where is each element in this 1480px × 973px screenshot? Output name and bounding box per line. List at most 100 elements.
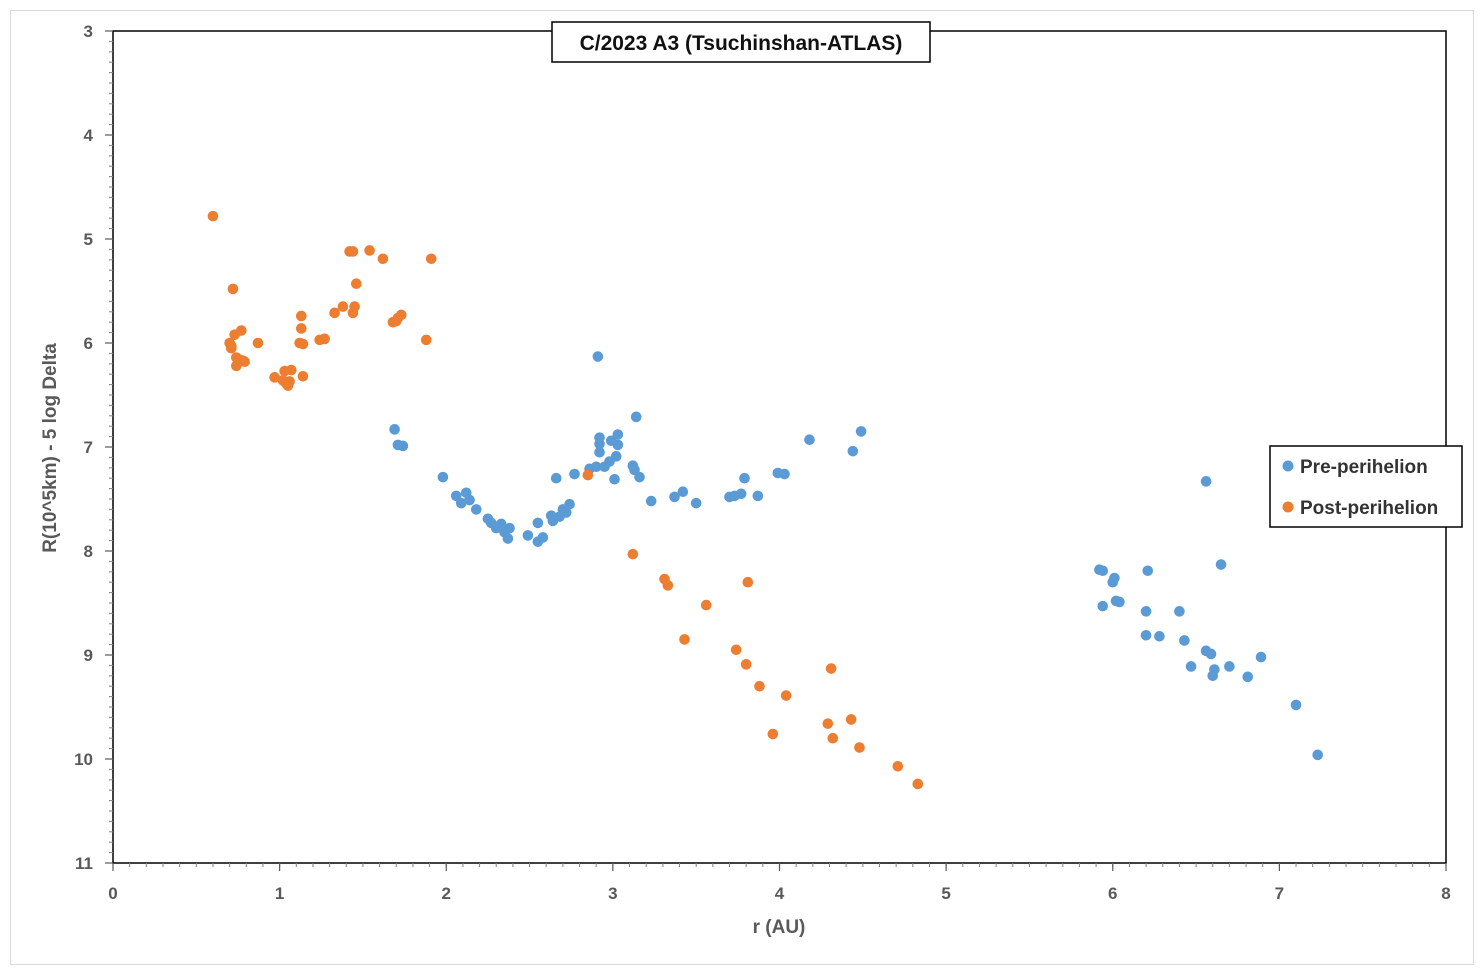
pre-perihelion-point	[504, 522, 515, 534]
pre-perihelion-point	[609, 473, 620, 485]
legend: Pre-perihelion Post-perihelion	[1269, 445, 1463, 528]
pre-perihelion-point	[569, 468, 580, 480]
pre-perihelion-point	[1185, 661, 1197, 672]
pre-perihelion-point	[594, 446, 605, 458]
pre-perihelion-point	[1114, 596, 1125, 608]
post-perihelion-point	[297, 370, 309, 382]
post-perihelion-point	[329, 307, 340, 319]
post-perihelion-point	[780, 690, 792, 701]
post-perihelion-point	[295, 323, 307, 334]
pre-perihelion-point	[550, 472, 562, 484]
pre-perihelion-point	[537, 532, 549, 543]
pre-perihelion-point	[1174, 606, 1185, 617]
post-perihelion-point	[295, 310, 307, 322]
x-tick-label: 6	[1108, 884, 1117, 903]
post-perihelion-point	[825, 663, 837, 674]
y-tick-label: 5	[84, 230, 93, 249]
pre-perihelion-point	[690, 497, 702, 509]
pre-perihelion-point	[1255, 651, 1267, 663]
pre-perihelion-point	[1290, 699, 1302, 711]
pre-perihelion-point	[522, 530, 534, 541]
post-perihelion-point	[395, 309, 407, 321]
post-perihelion-point	[662, 580, 674, 591]
pre-perihelion-point	[1224, 661, 1235, 672]
legend-marker-pre	[1282, 460, 1294, 472]
post-perihelion-point	[236, 325, 247, 336]
post-perihelion-point	[350, 278, 362, 290]
y-tick-label: 3	[84, 22, 93, 41]
post-perihelion-point	[425, 253, 437, 265]
post-perihelion-point	[349, 301, 360, 312]
pre-perihelion-point	[1242, 671, 1254, 683]
data-points	[207, 210, 1323, 790]
pre-perihelion-point	[804, 434, 815, 446]
y-tick-label: 9	[84, 646, 93, 665]
pre-perihelion-point	[1142, 565, 1154, 577]
pre-perihelion-point	[1140, 606, 1152, 617]
x-tick-label: 1	[275, 884, 284, 903]
post-perihelion-point	[297, 338, 309, 350]
pre-perihelion-point	[645, 495, 657, 507]
x-tick-label: 8	[1441, 884, 1450, 903]
post-perihelion-point	[284, 376, 295, 387]
pre-perihelion-point	[464, 494, 475, 506]
pre-perihelion-point	[590, 461, 602, 473]
pre-perihelion-point	[389, 424, 400, 435]
pre-perihelion-point	[1154, 630, 1165, 642]
post-perihelion-point	[207, 210, 219, 222]
pre-perihelion-point	[612, 429, 624, 440]
y-tick-label: 7	[84, 438, 93, 457]
post-perihelion-point	[827, 732, 839, 744]
pre-perihelion-point	[735, 488, 747, 500]
pre-perihelion-point	[612, 439, 624, 451]
post-perihelion-point	[377, 253, 389, 265]
pre-perihelion-point	[634, 471, 645, 483]
pre-perihelion-point	[594, 438, 605, 450]
y-axis-title: R(10^5km) - 5 log Delta	[40, 343, 61, 553]
pre-perihelion-point	[1109, 572, 1120, 584]
x-tick-label: 3	[608, 884, 617, 903]
legend-marker-post	[1282, 501, 1294, 513]
post-perihelion-point	[742, 576, 754, 588]
post-perihelion-point	[364, 245, 375, 256]
post-perihelion-point	[730, 644, 742, 656]
pre-perihelion-point	[630, 411, 642, 423]
pre-perihelion-point	[847, 445, 859, 457]
post-perihelion-point	[767, 728, 779, 740]
pre-perihelion-point	[502, 533, 514, 544]
post-perihelion-point	[337, 301, 349, 312]
x-tick-label: 5	[941, 884, 950, 903]
x-tick-label: 2	[442, 884, 451, 903]
post-perihelion-point	[845, 714, 857, 725]
pre-perihelion-point	[564, 498, 575, 510]
post-perihelion-point	[285, 364, 297, 376]
pre-perihelion-point	[532, 517, 544, 529]
y-tick-label: 11	[75, 854, 93, 873]
post-perihelion-point	[627, 548, 639, 560]
pre-perihelion-point	[1209, 664, 1220, 675]
pre-perihelion-point	[1205, 648, 1217, 660]
y-tick-label: 4	[84, 126, 94, 145]
pre-perihelion-point	[677, 486, 689, 498]
post-perihelion-point	[582, 469, 594, 481]
post-perihelion-point	[754, 680, 765, 692]
y-tick-label: 6	[84, 334, 93, 353]
post-perihelion-point	[269, 372, 280, 383]
x-tick-label: 7	[1275, 884, 1284, 903]
post-perihelion-point	[912, 778, 924, 790]
post-perihelion-point	[227, 283, 239, 295]
post-perihelion-point	[679, 634, 690, 645]
pre-perihelion-point	[470, 504, 482, 515]
post-perihelion-point	[319, 333, 330, 345]
y-tick-label: 8	[84, 542, 93, 561]
post-perihelion-point	[347, 246, 359, 257]
pre-perihelion-point	[1140, 629, 1152, 641]
post-perihelion-point	[822, 718, 834, 729]
pre-perihelion-point	[1179, 635, 1190, 646]
x-axis: 0 1 2 3 4 5 6 7 8	[108, 863, 1451, 903]
post-perihelion-point	[854, 742, 865, 753]
pre-perihelion-point	[752, 490, 764, 502]
x-axis-title: r (AU)	[753, 917, 806, 938]
plot-area	[112, 30, 1447, 864]
